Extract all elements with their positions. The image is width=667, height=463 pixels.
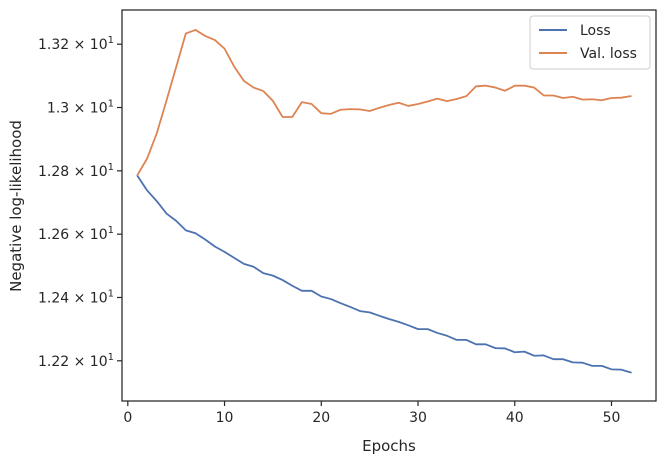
x-tick-label: 30 [409, 410, 427, 426]
y-tick-label: 1.26 × 101 [38, 225, 114, 243]
x-tick-label: 20 [312, 410, 330, 426]
x-tick-label: 40 [506, 410, 524, 426]
y-tick-label: 1.3 × 101 [47, 99, 114, 117]
y-tick-label: 1.28 × 101 [38, 162, 114, 180]
y-tick-label: 1.32 × 101 [38, 35, 114, 53]
series-line-val-loss [136, 29, 632, 176]
series-line-loss [136, 174, 632, 374]
y-tick-label: 1.22 × 101 [38, 352, 114, 370]
legend-label-val-loss: Val. loss [580, 46, 637, 62]
legend-label-loss: Loss [580, 23, 611, 39]
series-layer [136, 29, 632, 374]
y-tick-label: 1.24 × 101 [38, 288, 114, 306]
x-tick-label: 50 [603, 410, 621, 426]
x-axis-ticks: 0 10 20 30 40 50 [123, 401, 620, 426]
plot-frame [121, 9, 657, 402]
y-axis-ticks: 1.22 × 101 1.24 × 101 1.26 × 101 1.28 × 101… [38, 35, 122, 370]
y-axis-label: Negative log-likelihood [7, 120, 25, 292]
legend: Loss Val. loss [529, 15, 651, 70]
plot-background [122, 10, 656, 401]
x-axis-label: Epochs [362, 437, 416, 455]
x-tick-label: 0 [123, 410, 132, 426]
x-tick-label: 10 [216, 410, 234, 426]
